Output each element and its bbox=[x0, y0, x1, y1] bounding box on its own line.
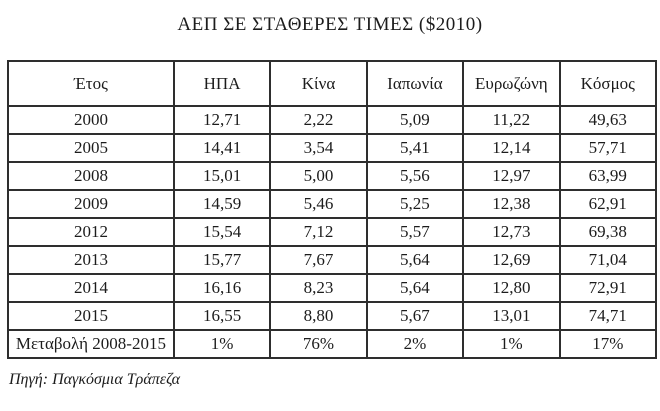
cell-value: 12,80 bbox=[462, 273, 561, 303]
cell-value: 8,80 bbox=[269, 301, 368, 331]
table-title: ΑΕΠ ΣΕ ΣΤΑΘΕΡΕΣ ΤΙΜΕΣ ($2010) bbox=[177, 14, 483, 35]
cell-value: 72,91 bbox=[558, 273, 658, 303]
cell-value: 71,04 bbox=[558, 245, 658, 275]
column-header: ΗΠΑ bbox=[172, 60, 272, 107]
cell-value: 11,22 bbox=[462, 105, 561, 135]
table-body: 2000 12,71 2,22 5,09 11,22 49,63 2005 14,41 3,54… bbox=[7, 105, 658, 359]
cell-value: 1% bbox=[172, 329, 272, 359]
row-label: 2013 bbox=[7, 245, 175, 275]
cell-value: 12,14 bbox=[462, 133, 561, 163]
cell-value: 1% bbox=[462, 329, 561, 359]
column-header: Κίνα bbox=[269, 60, 368, 107]
table-row: 2005 14,41 3,54 5,41 12,14 57,71 bbox=[7, 133, 658, 163]
cell-value: 7,12 bbox=[269, 217, 368, 247]
column-header: Έτος bbox=[7, 60, 175, 107]
cell-value: 69,38 bbox=[558, 217, 658, 247]
cell-value: 5,46 bbox=[269, 189, 368, 219]
cell-value: 16,16 bbox=[172, 273, 272, 303]
cell-value: 17% bbox=[558, 329, 658, 359]
cell-value: 5,41 bbox=[365, 133, 465, 163]
cell-value: 76% bbox=[269, 329, 368, 359]
cell-value: 57,71 bbox=[558, 133, 658, 163]
header-row: Έτος ΗΠΑ Κίνα Ιαπωνία Ευρωζώνη Κόσμος bbox=[7, 60, 658, 107]
gdp-constant-prices-table: Έτος ΗΠΑ Κίνα Ιαπωνία Ευρωζώνη Κόσμος 2000 12,… bbox=[7, 60, 658, 359]
cell-value: 74,71 bbox=[558, 301, 658, 331]
row-label: 2005 bbox=[7, 133, 175, 163]
cell-value: 49,63 bbox=[558, 105, 658, 135]
cell-value: 14,41 bbox=[172, 133, 272, 163]
cell-value: 3,54 bbox=[269, 133, 368, 163]
row-label: 2000 bbox=[7, 105, 175, 135]
cell-value: 13,01 bbox=[462, 301, 561, 331]
row-label: 2015 bbox=[7, 301, 175, 331]
table-row: 2009 14,59 5,46 5,25 12,38 62,91 bbox=[7, 189, 658, 219]
row-label: 2012 bbox=[7, 217, 175, 247]
cell-value: 5,00 bbox=[269, 161, 368, 191]
cell-value: 63,99 bbox=[558, 161, 658, 191]
cell-value: 16,55 bbox=[172, 301, 272, 331]
cell-value: 5,25 bbox=[365, 189, 465, 219]
row-label: Μεταβολή 2008-2015 bbox=[7, 329, 175, 359]
cell-value: 12,73 bbox=[462, 217, 561, 247]
cell-value: 15,54 bbox=[172, 217, 272, 247]
cell-value: 62,91 bbox=[558, 189, 658, 219]
cell-value: 7,67 bbox=[269, 245, 368, 275]
cell-value: 5,67 bbox=[365, 301, 465, 331]
cell-value: 5,57 bbox=[365, 217, 465, 247]
cell-value: 12,69 bbox=[462, 245, 561, 275]
cell-value: 12,97 bbox=[462, 161, 561, 191]
cell-value: 15,01 bbox=[172, 161, 272, 191]
cell-value: 12,38 bbox=[462, 189, 561, 219]
table-row: 2013 15,77 7,67 5,64 12,69 71,04 bbox=[7, 245, 658, 275]
table-row: 2014 16,16 8,23 5,64 12,80 72,91 bbox=[7, 273, 658, 303]
cell-value: 5,09 bbox=[365, 105, 465, 135]
column-header: Ιαπωνία bbox=[365, 60, 465, 107]
cell-value: 5,64 bbox=[365, 273, 465, 303]
source-note: Πηγή: Παγκόσμια Τράπεζα bbox=[9, 371, 181, 388]
column-header: Ευρωζώνη bbox=[462, 60, 561, 107]
cell-value: 2% bbox=[365, 329, 465, 359]
row-label: 2014 bbox=[7, 273, 175, 303]
table-row: 2015 16,55 8,80 5,67 13,01 74,71 bbox=[7, 301, 658, 331]
table-row: 2008 15,01 5,00 5,56 12,97 63,99 bbox=[7, 161, 658, 191]
row-label: 2008 bbox=[7, 161, 175, 191]
column-header: Κόσμος bbox=[558, 60, 658, 107]
table-row: 2012 15,54 7,12 5,57 12,73 69,38 bbox=[7, 217, 658, 247]
table-row: Μεταβολή 2008-2015 1% 76% 2% 1% 17% bbox=[7, 329, 658, 359]
cell-value: 14,59 bbox=[172, 189, 272, 219]
row-label: 2009 bbox=[7, 189, 175, 219]
cell-value: 15,77 bbox=[172, 245, 272, 275]
table-row: 2000 12,71 2,22 5,09 11,22 49,63 bbox=[7, 105, 658, 135]
cell-value: 12,71 bbox=[172, 105, 272, 135]
cell-value: 5,64 bbox=[365, 245, 465, 275]
cell-value: 2,22 bbox=[269, 105, 368, 135]
cell-value: 8,23 bbox=[269, 273, 368, 303]
cell-value: 5,56 bbox=[365, 161, 465, 191]
